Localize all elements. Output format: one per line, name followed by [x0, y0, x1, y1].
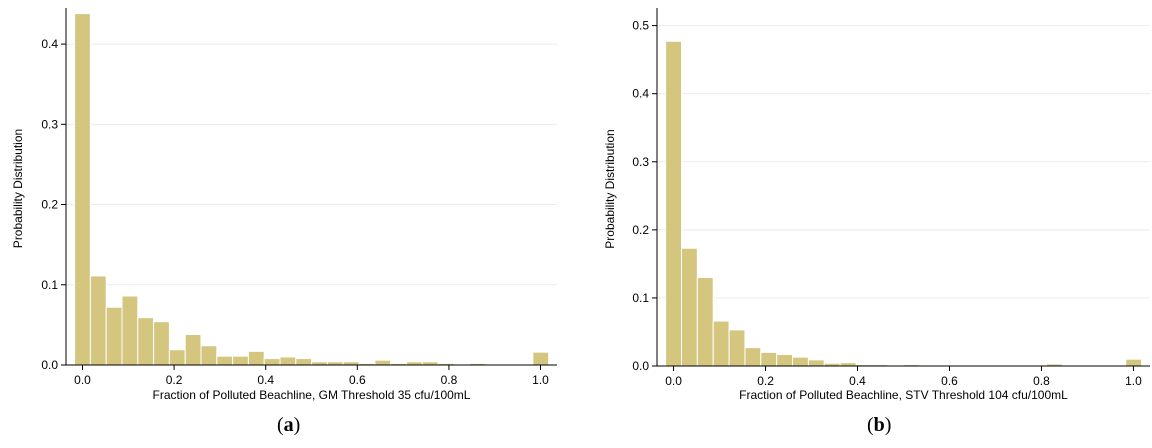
panel-a-chart-bar [105, 306, 123, 366]
panel-a-chart-x-tick-label: 1.0 [532, 373, 549, 387]
panel-a-chart-y-tick-label: 0.3 [41, 117, 58, 131]
panel-b-chart-bar [696, 277, 714, 367]
panel-a-chart-x-tick-label: 0.6 [349, 373, 366, 387]
panel-b-chart-y-tick-label: 0.5 [632, 19, 649, 33]
panel-a-caption-close: ) [293, 414, 301, 436]
panel-b-chart-bar [1125, 358, 1143, 367]
panel-a-chart-y-axis-label: Probability Distribution [11, 129, 25, 248]
panel-a-caption-letter: a [283, 414, 294, 436]
panel-a-chart-bar [532, 351, 550, 366]
panel-b-chart-bar [760, 351, 778, 367]
panel-a-chart-x-axis-label: Fraction of Polluted Beachline, GM Thres… [153, 388, 471, 402]
panel-b-chart-bar [744, 347, 762, 367]
panel-b-chart-x-axis-label: Fraction of Polluted Beachline, STV Thre… [739, 388, 1068, 402]
panel-a-chart-bar [200, 345, 218, 366]
panel-b-chart-bar [807, 359, 825, 367]
panel-b-caption-open: ( [867, 414, 874, 436]
panel-b-chart-y-tick-label: 0.0 [632, 359, 649, 373]
panel-b-chart-y-tick-label: 0.2 [632, 223, 649, 237]
panel-b-chart-x-tick-label: 0.4 [849, 374, 866, 388]
panel-b-chart-x-tick-label: 0.0 [665, 374, 682, 388]
panel-b-caption-letter: b [873, 414, 885, 436]
panel-b-chart-bar [728, 329, 746, 367]
panel-a-chart-y-tick-label: 0.1 [41, 278, 58, 292]
panel-a-caption: (a) [277, 414, 300, 437]
panel-a-chart-bar [216, 355, 234, 366]
panel-a-chart-bar [295, 358, 313, 366]
panel-b-chart-bar [839, 362, 857, 367]
panel-a-chart-bar [89, 275, 107, 366]
panel-b-chart-y-tick-label: 0.3 [632, 155, 649, 169]
panel-b-chart-bar [776, 353, 794, 367]
panel-a-chart-x-tick-label: 0.2 [166, 373, 183, 387]
panel-a-chart-y-tick-label: 0.4 [41, 37, 58, 51]
panel-a-chart-y-tick-label: 0.0 [41, 358, 58, 372]
panel-b-chart-x-tick-label: 0.6 [941, 374, 958, 388]
panel-b-chart-x-tick-label: 1.0 [1125, 374, 1142, 388]
panel-a-chart-bar [137, 317, 155, 366]
panel-a-chart-bar [247, 350, 265, 366]
panel-a-chart-bar [374, 359, 392, 366]
panel-b-chart-x-tick-label: 0.8 [1033, 374, 1050, 388]
panel-b-chart-y-tick-label: 0.1 [632, 291, 649, 305]
panel-a-chart-x-tick-label: 0.0 [74, 373, 91, 387]
panel-b-chart-bar [665, 40, 682, 367]
panel-a-chart-x-tick-label: 0.4 [257, 373, 274, 387]
panel-b-chart-bar [712, 320, 730, 367]
panel-b-chart-y-tick-label: 0.4 [632, 87, 649, 101]
panel-a-chart-x-tick-label: 0.8 [441, 373, 458, 387]
panel-a-chart: 0.0 0.1 0.2 0.3 0.4 0.0 0.2 0.4 0.6 0.8 1.0 Fractio… [11, 8, 557, 402]
panel-a-chart-bar [263, 358, 281, 366]
panel-a-chart-bar [168, 349, 186, 366]
panel-b-chart-bar [792, 356, 809, 367]
panel-b-caption: (b) [867, 414, 891, 437]
panel-a-chart-y-tick-label: 0.2 [41, 198, 58, 212]
panel-a-chart-bar [232, 355, 249, 366]
panel-b-chart-y-axis-label: Probability Distribution [603, 129, 617, 248]
panel-a-chart-bar [121, 295, 139, 366]
panel-a-caption-open: ( [277, 414, 284, 436]
panel-b-chart-x-tick-label: 0.2 [757, 374, 774, 388]
panel-b-chart-bar [680, 247, 698, 367]
panel-a-chart-bar [153, 321, 170, 366]
panel-a-chart-bar [74, 13, 91, 366]
panel-b-caption-close: ) [884, 414, 892, 436]
panel-a-chart-bar [279, 356, 297, 366]
panel-b-chart: 0.0 0.1 0.2 0.3 0.4 0.5 0.0 0.2 0.4 0.6 0.8 1.0 Frac… [603, 8, 1150, 402]
panel-a-chart-bar [184, 334, 202, 366]
